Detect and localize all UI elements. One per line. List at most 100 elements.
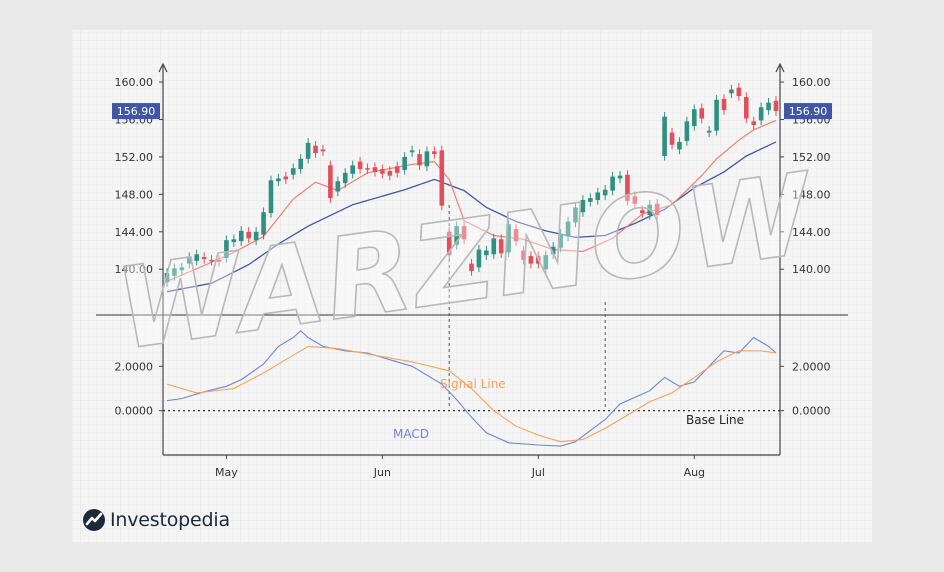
price-tag-left-text: 156.90 xyxy=(117,105,156,118)
candle-body xyxy=(513,228,519,242)
price-tick-label-left: 144.00 xyxy=(115,226,154,239)
candle-body xyxy=(305,142,311,159)
candle-body xyxy=(402,156,407,171)
candle-body xyxy=(298,158,303,170)
candle-body xyxy=(692,109,697,127)
candle-body xyxy=(677,141,682,150)
candle-body xyxy=(506,224,511,253)
candle-body xyxy=(610,176,615,191)
x-tick-label: Aug xyxy=(684,466,705,479)
candle-body xyxy=(699,108,705,119)
candle-body xyxy=(662,116,667,156)
ema-fast-line xyxy=(166,119,777,282)
candle-body xyxy=(647,204,653,215)
candle-body xyxy=(766,102,771,111)
candle-body xyxy=(684,121,690,142)
candle-body xyxy=(669,132,675,145)
candle-body xyxy=(276,178,281,182)
candle-body xyxy=(417,154,422,166)
candle-body xyxy=(216,259,222,262)
candle-body xyxy=(773,100,779,112)
candle-body xyxy=(335,181,341,192)
candle-body xyxy=(491,238,497,255)
brand-logo: Investopedia xyxy=(82,505,230,535)
candle-body xyxy=(350,165,355,174)
x-tick-label: Jul xyxy=(531,466,545,479)
candle-body xyxy=(357,161,363,170)
macd-line xyxy=(166,330,777,447)
candle-body xyxy=(640,210,645,214)
candle-body xyxy=(729,89,734,94)
candle-body xyxy=(365,168,370,170)
candle-body xyxy=(476,249,482,268)
candle-body xyxy=(617,175,623,179)
candle-body xyxy=(164,272,170,283)
candle-body xyxy=(253,231,259,241)
macd-tick-label-right: 2.0000 xyxy=(792,360,831,373)
candle-body xyxy=(432,151,437,155)
ema-slow-line xyxy=(166,141,777,293)
price-tick-label-right: 140.00 xyxy=(792,263,831,276)
candle-body xyxy=(342,172,348,184)
candle-body xyxy=(313,145,318,154)
signal-line xyxy=(166,345,777,443)
candle-body xyxy=(758,107,764,121)
right-axis-arrow xyxy=(775,62,785,73)
candle-body xyxy=(595,192,601,200)
candle-body xyxy=(543,255,549,270)
candle-body xyxy=(751,121,757,126)
candle-body xyxy=(261,212,266,235)
candle-body xyxy=(231,239,237,243)
candle-body xyxy=(736,87,742,97)
price-tick-label-right: 144.00 xyxy=(792,226,831,239)
candle-body xyxy=(372,167,378,172)
investopedia-logo-icon xyxy=(83,509,105,531)
candle-body xyxy=(743,97,749,119)
candle-body xyxy=(625,174,630,201)
brand-name: Investopedia xyxy=(110,509,230,531)
macd-label: MACD xyxy=(393,427,429,441)
candle-body xyxy=(320,149,326,152)
candle-body xyxy=(283,176,289,180)
candle-body xyxy=(714,99,719,131)
candle-body xyxy=(446,231,452,256)
candle-body xyxy=(602,189,608,196)
grid-paper xyxy=(72,30,872,542)
candle-body xyxy=(454,226,459,245)
candle-body xyxy=(573,207,578,223)
candle-body xyxy=(380,169,385,174)
price-tag-right xyxy=(784,103,832,120)
candle-body xyxy=(654,203,660,215)
candle-body xyxy=(550,246,556,255)
candle-body xyxy=(290,168,296,175)
candle-body xyxy=(394,166,400,173)
candle-body xyxy=(424,151,430,167)
candle-body xyxy=(521,250,526,260)
candle-body xyxy=(528,256,534,264)
candle-body xyxy=(328,165,333,199)
candle-body xyxy=(469,263,474,272)
candle-body xyxy=(409,150,415,153)
price-tick-label-right: 160.00 xyxy=(792,76,831,89)
price-tick-label-left: 152.00 xyxy=(115,151,154,164)
candle-body xyxy=(209,259,214,262)
price-tick-label-right: 148.00 xyxy=(792,188,831,201)
candle-body xyxy=(194,254,200,261)
candle-body xyxy=(580,199,586,213)
candle-body xyxy=(246,231,251,239)
macd-tick-label-left: 2.0000 xyxy=(115,360,154,373)
candle-body xyxy=(721,98,727,111)
price-tick-label-left: 148.00 xyxy=(115,188,154,201)
left-axis-arrow xyxy=(158,62,168,73)
candle-body xyxy=(461,226,467,240)
candle-body xyxy=(201,257,207,259)
candle-body xyxy=(387,170,393,176)
price-tag-right-text: 156.90 xyxy=(789,105,828,118)
candle-body xyxy=(706,130,712,133)
candle-body xyxy=(268,180,274,214)
candle-body xyxy=(484,250,489,256)
price-tag-left xyxy=(112,103,160,120)
macd-tick-label-right: 0.0000 xyxy=(792,405,831,418)
